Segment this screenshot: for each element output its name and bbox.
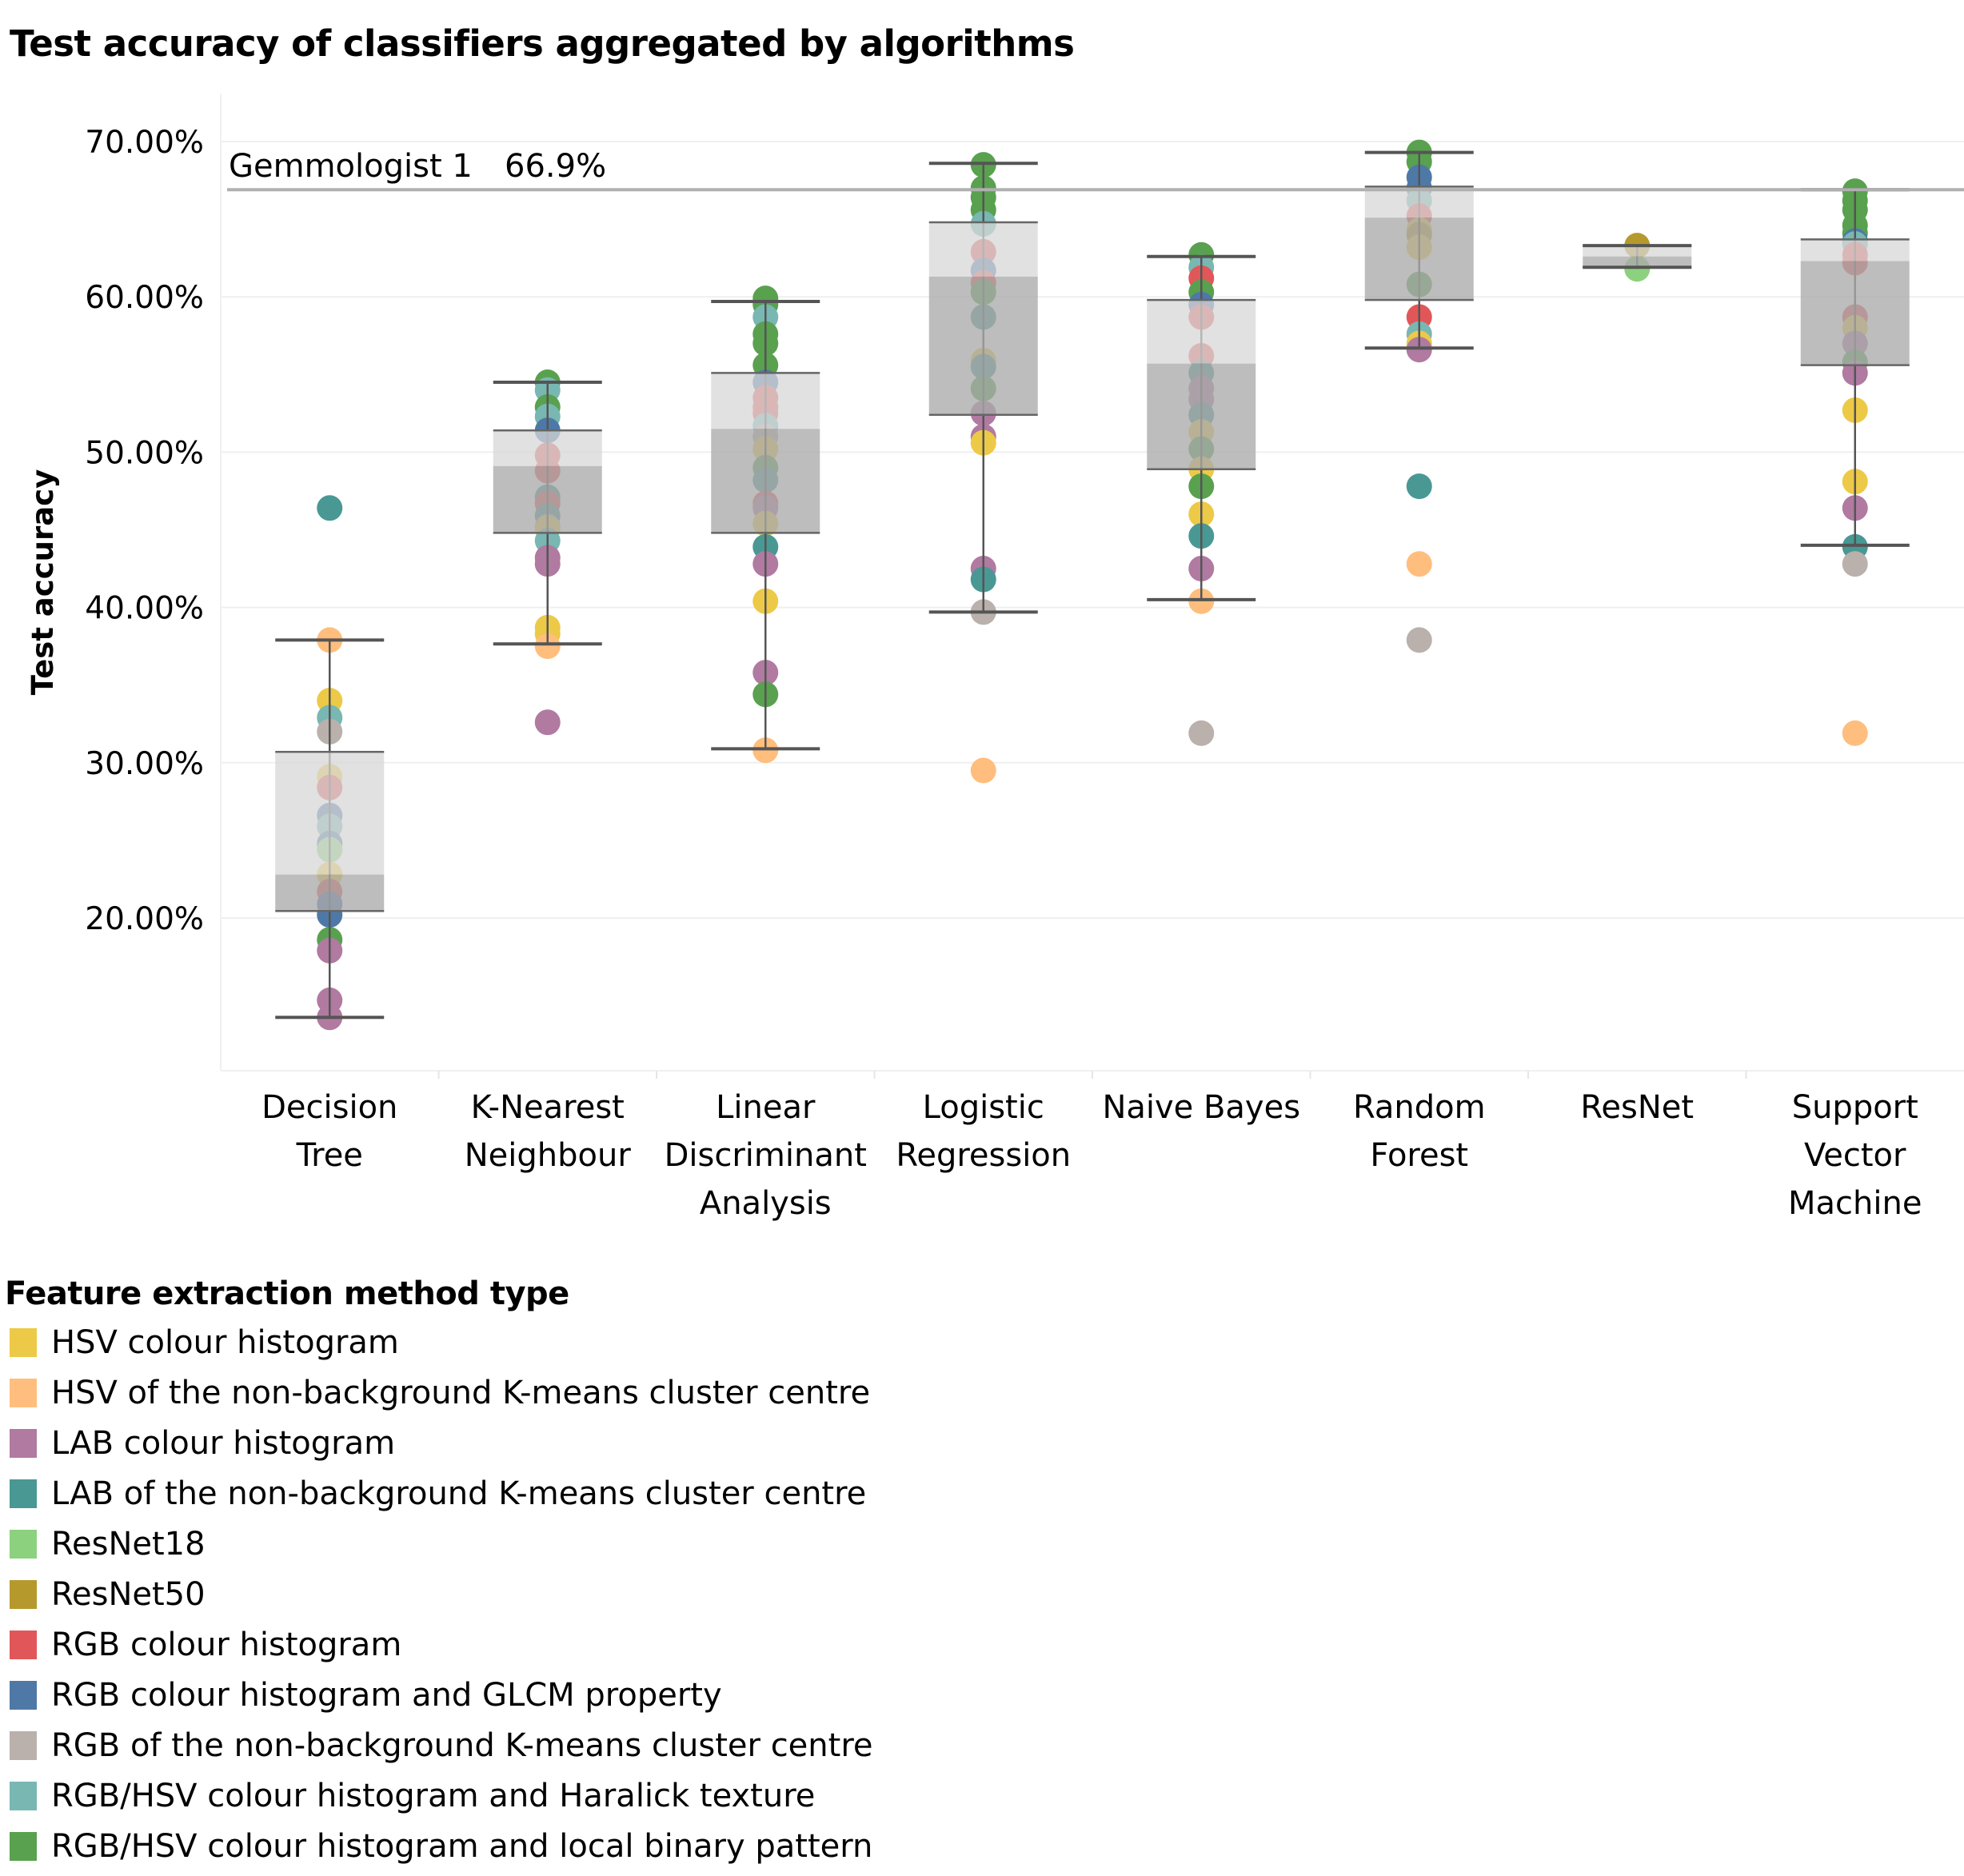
box-upper [1364,186,1474,218]
x-tick-label: Regression [896,1137,1071,1174]
data-point [1842,720,1868,746]
legend-label: RGB/HSV colour histogram and Haralick te… [51,1777,816,1814]
box-upper [1800,239,1910,261]
y-tick-label: 40.00% [85,591,204,627]
x-tick-label: Discriminant [665,1137,867,1174]
box-plot-chart: 20.00% 30.00% 40.00% 50.00% 60.00% 70.00% Test… [26,94,1964,1222]
legend-label: RGB colour histogram and GLCM property [51,1676,722,1714]
legend-swatch [10,1781,37,1810]
data-point [1842,551,1868,577]
box-lower [1583,256,1692,268]
legend-label: RGB of the non-background K-means cluste… [51,1726,873,1764]
legend-swatch [10,1529,37,1559]
y-tick-label: 50.00% [85,435,204,471]
data-point [1406,551,1432,577]
x-tick-label: Decision [261,1089,397,1126]
x-tick-label: Forest [1370,1137,1468,1174]
y-axis-title: Test accuracy [26,469,60,695]
x-tick-label: ResNet [1580,1089,1694,1126]
box-upper [928,222,1038,277]
legend-label: LAB colour histogram [51,1424,396,1462]
data-point [1406,473,1432,500]
data-point [534,633,561,660]
x-tick-label: Vector [1804,1137,1906,1174]
legend-label: ResNet50 [51,1575,206,1613]
x-tick-label: Linear [716,1089,816,1126]
box-lower [1800,261,1910,365]
legend-item[interactable]: HSV of the non-background K-means cluste… [5,1367,873,1418]
legend-item[interactable]: RGB colour histogram [5,1619,873,1670]
data-point [1188,720,1215,746]
data-point [970,757,996,784]
legend-swatch [10,1680,37,1710]
x-tick-label: Analysis [700,1185,832,1222]
x-tick-label: Tree [296,1137,363,1174]
box-lower [711,429,820,533]
box-lower [1147,363,1256,469]
legend-swatch [10,1378,37,1407]
y-tick-label: 30.00% [85,746,204,782]
x-tick-label: Naive Bayes [1102,1089,1300,1126]
y-tick-label: 70.00% [85,125,204,161]
legend-title: Feature extraction method type [5,1275,569,1312]
box-upper [493,430,602,466]
box-upper [711,373,820,429]
legend-label: RGB/HSV colour histogram and local binar… [51,1827,873,1865]
chart-title: Test accuracy of classifiers aggregated … [10,22,1075,65]
box-lower [275,874,385,912]
legend-item[interactable]: RGB colour histogram and GLCM property [5,1670,873,1720]
reference-line-value: 66.9% [505,148,606,185]
box-upper [1583,245,1692,257]
box-upper [275,752,385,875]
box-upper [1147,300,1256,364]
legend-swatch [10,1730,37,1760]
legend-item[interactable]: ResNet50 [5,1569,873,1619]
legend: Feature extraction method type HSV colou… [5,1275,873,1871]
legend-swatch [10,1479,37,1508]
legend-item[interactable]: RGB/HSV colour histogram and local binar… [5,1821,873,1871]
x-tick-label: Machine [1788,1185,1922,1222]
legend-swatch [10,1327,37,1357]
legend-item[interactable]: LAB colour histogram [5,1418,873,1468]
legend-label: LAB of the non-background K-means cluste… [51,1475,867,1512]
legend-item[interactable]: LAB of the non-background K-means cluste… [5,1468,873,1519]
x-tick-label: K-Nearest [471,1089,625,1126]
legend-swatch [10,1428,37,1458]
x-tick-label: Support [1792,1089,1918,1126]
legend-item[interactable]: ResNet18 [5,1519,873,1569]
box-lower [928,276,1038,415]
data-point [534,709,561,736]
legend-item[interactable]: HSV colour histogram [5,1317,873,1367]
box-lower [493,465,602,533]
y-tick-label: 60.00% [85,280,204,316]
legend-label: RGB colour histogram [51,1626,402,1663]
reference-line-label: Gemmologist 1 [229,148,473,185]
legend-item[interactable]: RGB of the non-background K-means cluste… [5,1720,873,1770]
legend-swatch [10,1630,37,1659]
legend-swatch [10,1579,37,1609]
x-tick-label: Neighbour [465,1137,632,1174]
legend-label: ResNet18 [51,1525,206,1563]
legend-item[interactable]: RGB/HSV colour histogram and Haralick te… [5,1770,873,1821]
data-point [317,495,343,521]
legend-label: HSV of the non-background K-means cluste… [51,1374,871,1411]
data-point [1406,627,1432,653]
legend-swatch [10,1831,37,1861]
legend-label: HSV colour histogram [51,1323,399,1361]
y-tick-label: 20.00% [85,901,204,937]
box-lower [1364,218,1474,301]
x-tick-label: Random [1353,1089,1486,1126]
x-tick-label: Logistic [923,1089,1044,1126]
